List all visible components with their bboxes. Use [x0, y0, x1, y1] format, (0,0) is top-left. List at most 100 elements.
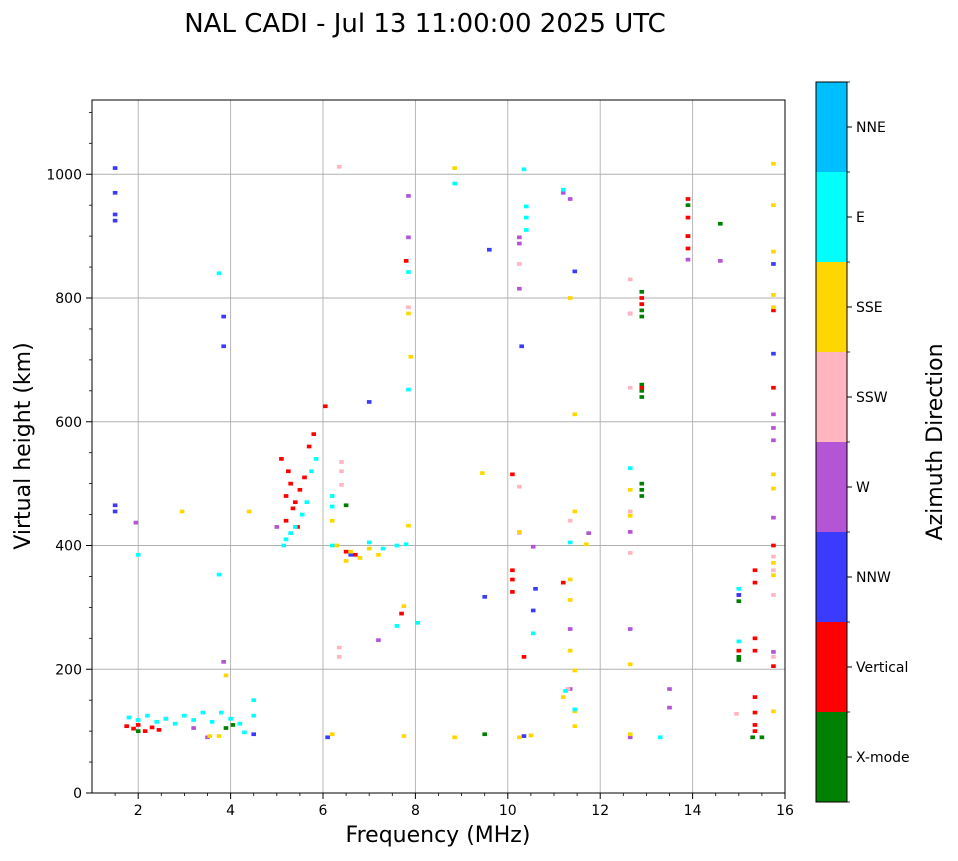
- data-point: [126, 715, 132, 720]
- data-point: [639, 289, 645, 294]
- x-tick-label: 10: [499, 803, 517, 819]
- data-point: [627, 466, 633, 471]
- data-point: [339, 469, 344, 474]
- data-point: [172, 721, 178, 726]
- colorbar-tick-label: NNW: [856, 570, 891, 586]
- x-tick-label: 8: [411, 803, 420, 819]
- data-point: [145, 713, 150, 718]
- data-point: [639, 296, 645, 300]
- data-point: [627, 385, 633, 390]
- colorbar-segment: [816, 262, 847, 352]
- data-point: [521, 734, 527, 738]
- data-point: [299, 512, 305, 517]
- data-point: [348, 552, 354, 557]
- data-point: [771, 709, 776, 714]
- data-point: [639, 314, 645, 319]
- plot-area: [92, 100, 785, 793]
- data-point: [279, 457, 284, 461]
- data-point: [288, 531, 293, 535]
- data-point: [627, 662, 633, 667]
- data-point: [771, 412, 776, 417]
- grid-lines: [92, 100, 785, 793]
- data-point: [771, 664, 776, 669]
- x-tick-label: 6: [319, 803, 328, 819]
- data-point: [627, 311, 633, 316]
- data-point: [718, 221, 723, 226]
- data-point: [348, 549, 354, 554]
- data-point: [207, 734, 213, 738]
- data-point: [627, 530, 633, 534]
- data-point: [223, 726, 229, 730]
- data-point: [406, 305, 411, 310]
- data-point: [112, 212, 118, 217]
- series-vertical: [124, 197, 776, 733]
- data-point: [523, 204, 529, 209]
- data-point: [627, 513, 633, 518]
- x-tick-label: 12: [591, 803, 609, 819]
- data-point: [627, 551, 633, 555]
- colorbar-frame: [815, 81, 848, 803]
- data-point: [667, 705, 672, 710]
- data-point: [584, 542, 589, 547]
- data-point: [530, 608, 536, 613]
- data-point: [771, 573, 776, 578]
- data-point: [771, 515, 776, 520]
- data-point: [752, 568, 758, 573]
- data-point: [627, 487, 633, 492]
- data-point: [339, 460, 344, 464]
- data-point: [657, 735, 663, 740]
- data-point: [771, 486, 776, 491]
- data-point: [771, 262, 776, 266]
- data-point: [334, 543, 340, 548]
- data-point: [560, 580, 566, 585]
- data-point: [394, 543, 400, 548]
- data-point: [771, 568, 776, 573]
- data-point: [221, 659, 226, 664]
- data-point: [771, 203, 776, 208]
- data-point: [759, 735, 765, 740]
- data-point: [223, 673, 229, 678]
- colorbar-segment: [816, 442, 847, 532]
- data-point: [179, 509, 185, 514]
- data-point: [685, 246, 691, 251]
- data-point: [639, 481, 645, 486]
- y-tick-label: 600: [55, 415, 82, 431]
- data-point: [297, 487, 303, 492]
- data-point: [401, 604, 407, 608]
- data-point: [286, 469, 291, 474]
- data-point: [627, 732, 633, 737]
- data-point: [572, 668, 578, 673]
- data-point: [736, 639, 742, 644]
- data-point: [517, 286, 522, 291]
- data-point: [452, 166, 457, 170]
- series-ssw: [336, 164, 776, 716]
- data-point: [452, 181, 457, 186]
- data-point: [517, 235, 522, 240]
- series-nnw: [112, 166, 776, 740]
- colorbar-tick-label: E: [856, 210, 865, 226]
- data-point: [517, 530, 522, 534]
- data-point: [406, 387, 411, 392]
- data-point: [752, 729, 758, 733]
- data-point: [510, 577, 515, 582]
- data-point: [736, 658, 742, 662]
- data-point: [309, 469, 314, 474]
- data-point: [149, 725, 155, 730]
- data-point: [283, 494, 289, 498]
- data-point: [191, 726, 196, 730]
- data-point: [216, 734, 222, 738]
- x-tick-label: 16: [776, 803, 794, 819]
- data-point: [366, 540, 372, 545]
- data-point: [752, 723, 758, 727]
- data-point: [482, 732, 488, 737]
- data-point: [771, 438, 776, 443]
- y-axis-ticks: 0 200 400 600 800 1000: [46, 111, 92, 802]
- data-point: [274, 525, 280, 529]
- data-point: [133, 520, 139, 525]
- colorbar-segment: [816, 712, 847, 802]
- colorbar-segment: [816, 532, 847, 622]
- data-point: [401, 734, 407, 738]
- data-point: [685, 257, 691, 262]
- data-point: [567, 577, 573, 582]
